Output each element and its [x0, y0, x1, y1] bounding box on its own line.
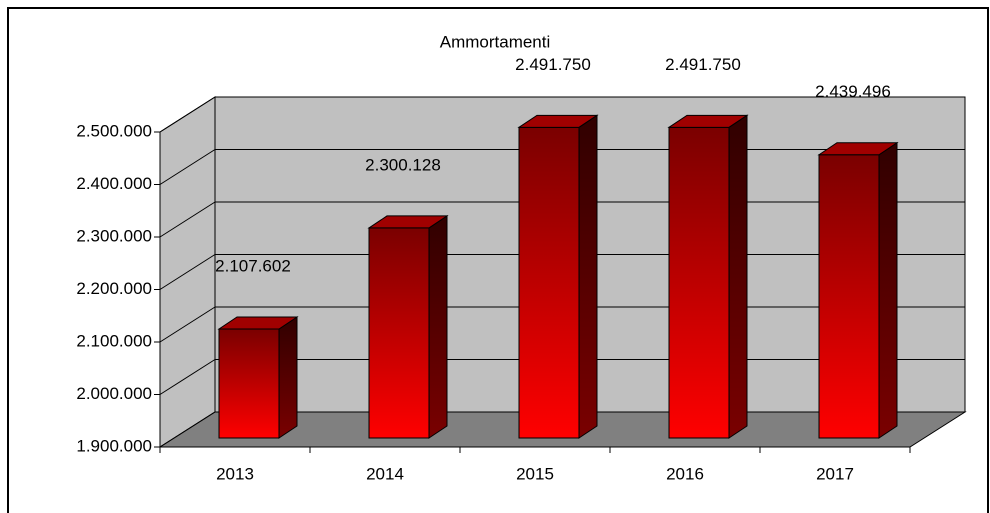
x-tick-label: 2017	[816, 464, 854, 483]
bar-top	[217, 316, 299, 330]
bar	[518, 126, 580, 439]
y-tick-label: 2.400.000	[76, 174, 152, 193]
bar	[218, 328, 280, 439]
grid-line	[159, 306, 216, 343]
x-tick-label: 2013	[216, 464, 254, 483]
value-label: 2.491.750	[515, 55, 591, 74]
bar-side	[278, 316, 298, 439]
bar	[668, 126, 730, 439]
chart-title: Ammortamenti	[440, 32, 551, 51]
y-tick-label: 1.900.000	[76, 436, 152, 455]
bar-top	[667, 114, 749, 128]
frame	[7, 7, 989, 513]
value-label: 2.300.128	[365, 155, 441, 174]
grid-line	[159, 359, 216, 395]
bar	[368, 227, 430, 439]
grid-line	[159, 254, 216, 290]
y-tick-label: 2.100.000	[76, 331, 152, 350]
bar-top	[367, 215, 449, 229]
value-label: 2.491.750	[665, 55, 741, 74]
x-tick-label: 2015	[516, 464, 554, 483]
x-tick-label: 2014	[366, 464, 404, 483]
bar-top	[517, 114, 599, 128]
bar-side	[578, 114, 598, 439]
y-tick-label: 2.200.000	[76, 279, 152, 298]
x-tick-label: 2016	[666, 464, 704, 483]
bar-side	[728, 114, 748, 439]
bar	[818, 154, 880, 439]
value-label: 2.107.602	[215, 256, 291, 275]
bar-side	[878, 141, 898, 439]
bar-side	[428, 214, 448, 439]
bar-top	[817, 142, 899, 156]
grid-line	[159, 96, 216, 133]
y-tick-label: 2.300.000	[76, 226, 152, 245]
grid-line	[159, 411, 216, 448]
grid-line	[159, 201, 216, 238]
y-tick-label: 2.000.000	[76, 384, 152, 403]
y-tick-label: 2.500.000	[76, 121, 152, 140]
grid-line	[159, 149, 216, 185]
value-label: 2.439.496	[815, 82, 891, 101]
